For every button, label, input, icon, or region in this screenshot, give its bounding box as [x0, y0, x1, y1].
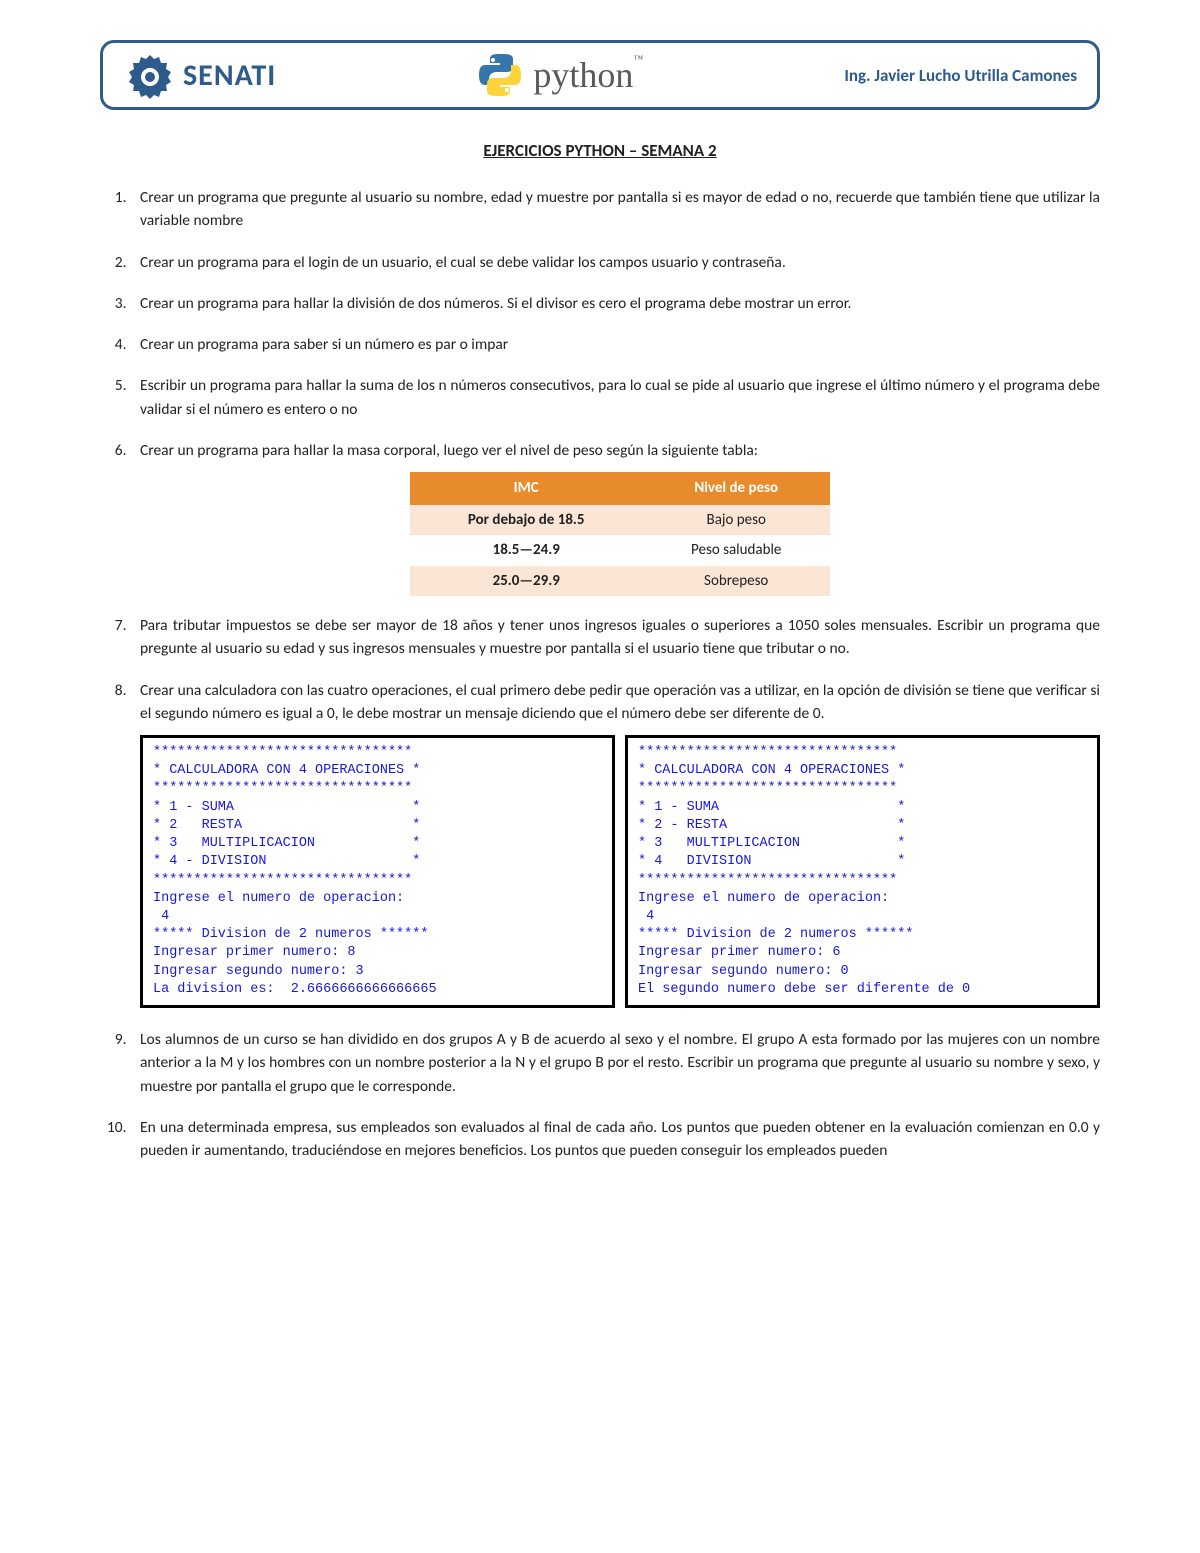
header-box: SENATI python™ Ing. Javier Lucho Utrilla… — [100, 40, 1100, 110]
senati-text: SENATI — [183, 57, 276, 94]
gear-icon — [123, 51, 177, 99]
exercise-text: Crear un programa para hallar la masa co… — [140, 441, 758, 460]
exercise-item: Crear un programa para hallar la masa co… — [130, 439, 1100, 596]
console-output-right: ******************************** * CALCU… — [625, 735, 1100, 1008]
table-header-row: IMC Nivel de peso — [410, 472, 830, 505]
exercise-item: Crear un programa que pregunte al usuari… — [130, 186, 1100, 233]
exercise-item: Los alumnos de un curso se han dividido … — [130, 1028, 1100, 1098]
python-text: python™ — [533, 54, 643, 96]
console-row: ******************************** * CALCU… — [140, 735, 1100, 1008]
table-row: 18.5—24.9 Peso saludable — [410, 535, 830, 566]
table-cell: 25.0—29.9 — [410, 566, 642, 597]
exercise-text: Crear una calculadora con las cuatro ope… — [140, 681, 1100, 723]
exercise-item: Crear un programa para el login de un us… — [130, 251, 1100, 274]
python-label: python — [533, 55, 633, 95]
exercise-list: Crear un programa que pregunte al usuari… — [100, 186, 1100, 1162]
exercise-item: Escribir un programa para hallar la suma… — [130, 374, 1100, 421]
table-cell: 18.5—24.9 — [410, 535, 642, 566]
table-cell: Peso saludable — [642, 535, 830, 566]
instructor-name: Ing. Javier Lucho Utrilla Camones — [844, 65, 1077, 86]
python-logo: python™ — [477, 52, 643, 98]
python-tm: ™ — [633, 54, 643, 65]
table-cell: Por debajo de 18.5 — [410, 505, 642, 536]
console-output-left: ******************************** * CALCU… — [140, 735, 615, 1008]
exercise-item: Crear un programa para hallar la divisió… — [130, 292, 1100, 315]
table-header: Nivel de peso — [642, 472, 830, 505]
table-cell: Sobrepeso — [642, 566, 830, 597]
page-title: EJERCICIOS PYTHON – SEMANA 2 — [100, 140, 1100, 161]
table-cell: Bajo peso — [642, 505, 830, 536]
document-page: SENATI python™ Ing. Javier Lucho Utrilla… — [0, 0, 1200, 1240]
imc-table: IMC Nivel de peso Por debajo de 18.5 Baj… — [410, 472, 830, 596]
exercise-item: Para tributar impuestos se debe ser mayo… — [130, 614, 1100, 661]
python-icon — [477, 52, 523, 98]
table-row: 25.0—29.9 Sobrepeso — [410, 566, 830, 597]
exercise-item: En una determinada empresa, sus empleado… — [130, 1116, 1100, 1163]
exercise-item: Crear un programa para saber si un númer… — [130, 333, 1100, 356]
table-header: IMC — [410, 472, 642, 505]
senati-logo: SENATI — [123, 51, 276, 99]
exercise-item: Crear una calculadora con las cuatro ope… — [130, 679, 1100, 1009]
table-row: Por debajo de 18.5 Bajo peso — [410, 505, 830, 536]
